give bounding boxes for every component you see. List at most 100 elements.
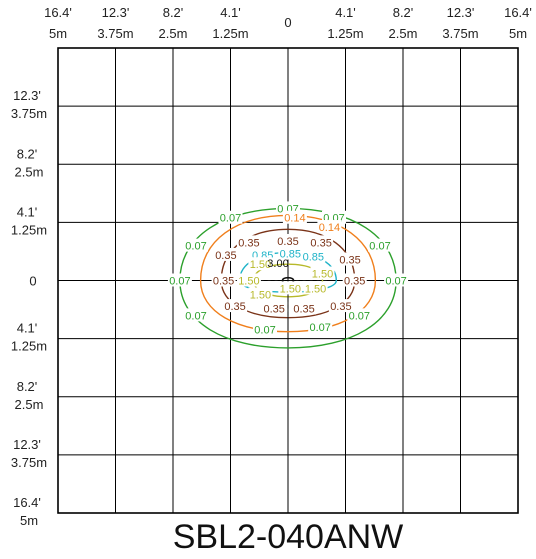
contour-label: 0.85 (280, 249, 301, 261)
contour-label-bg (278, 281, 303, 295)
contour-label: 0.35 (293, 303, 314, 315)
y-tick-label-ft: 12.3' (13, 437, 41, 452)
contour-label: 0.07 (254, 324, 275, 336)
y-tick-label-m: 0 (29, 274, 36, 289)
x-tick-labels: 16.4' 5m 12.3' 3.75m 8.2' 2.5m 4.1' 1.25m 0 4.1' 1… (44, 5, 532, 41)
contour-label: 0.35 (213, 276, 234, 288)
chart-title: SBL2-040ANW (173, 518, 404, 556)
contour-label: 0.35 (330, 301, 351, 313)
contour-label-bg (301, 249, 326, 263)
contour-label-bg (338, 252, 363, 266)
contour-label: 0.35 (224, 301, 245, 313)
contour-label-bg (211, 273, 236, 287)
contour-label-bg (308, 320, 333, 333)
contour-label-bg (184, 238, 208, 252)
contour-label-bg (248, 257, 273, 271)
contour-label: 1.50 (250, 259, 271, 271)
x-tick-label-m: 5m (509, 26, 527, 41)
contour-label: 0.35 (215, 250, 236, 262)
contour-label-bg (236, 235, 261, 249)
contour-label: 1.50 (305, 283, 326, 295)
contour-label-bg (303, 281, 328, 295)
contour-label: 0.35 (310, 237, 331, 249)
plot-frame (57, 47, 519, 514)
y-tick-label-m: 1.25m (11, 339, 47, 354)
contour-line-0-14 (199, 214, 377, 333)
contour-label-bg (184, 308, 208, 322)
contour-label: 0.07 (369, 241, 390, 253)
y-tick-label-ft: 4.1' (17, 204, 38, 219)
contour-label-bg (223, 299, 248, 313)
y-tick-label-m: 3.75m (11, 106, 47, 121)
y-tick-label-m: 5m (20, 513, 38, 528)
contour-label-bg (384, 273, 409, 287)
y-tick-label-ft: 12.3' (13, 88, 41, 103)
contour-label: 0.35 (263, 303, 284, 315)
y-tick-label-m: 2.5m (15, 397, 44, 412)
contour-label: 0.07 (385, 276, 406, 288)
contour-label: 0.07 (185, 310, 206, 322)
contour-label: 0.35 (238, 237, 259, 249)
y-tick-label-m: 2.5m (15, 164, 44, 179)
contour-label-bg (236, 273, 261, 287)
contour-label-bg (368, 238, 392, 252)
x-tick-label-m: 2.5m (389, 26, 418, 41)
center-label: 3.00 (267, 258, 288, 270)
y-tick-labels: 12.3' 3.75m 8.2' 2.5m 4.1' 1.25m 0 4.1' 1.25m 8.2… (11, 88, 47, 528)
x-tick-label-ft: 4.1' (220, 5, 241, 20)
contour-label-bg (248, 287, 273, 301)
x-tick-label-ft: 8.2' (163, 5, 184, 20)
contour-label: 0.35 (339, 255, 360, 267)
contour-label-bg (292, 301, 317, 315)
contour-label: 0.07 (220, 213, 241, 225)
contour-label: 0.35 (344, 276, 365, 288)
x-tick-label-ft: 12.3' (102, 5, 130, 20)
contour-label-bg (167, 273, 192, 287)
contour-label-bg (276, 233, 300, 247)
contour-label: 1.50 (250, 289, 271, 301)
contour-label: 0.35 (277, 236, 298, 248)
x-tick-label-ft: 8.2' (393, 5, 414, 20)
contour-label: 1.50 (312, 269, 333, 281)
contour-label: 0.85 (303, 251, 324, 263)
y-tick-label-m: 3.75m (11, 455, 47, 470)
y-tick-label-ft: 8.2' (17, 146, 38, 161)
contour-labels: 0.070.070.070.07 0.070.07 0.070.07 0.070.07… (167, 201, 409, 336)
x-tick-label-ft: 16.4' (504, 5, 532, 20)
y-tick-label-m: 1.25m (11, 222, 47, 237)
contour-label: 0.14 (284, 213, 305, 225)
x-tick-label-m: 1.25m (212, 26, 248, 41)
contour-label: 0.07 (309, 322, 330, 334)
contour-label-bg (282, 210, 307, 224)
x-tick-label-m: 3.75m (442, 26, 478, 41)
contour-label-bg (342, 273, 367, 287)
contour-label: 1.50 (280, 283, 301, 295)
contour-label-bg (347, 308, 372, 322)
contour-label: 0.07 (185, 241, 206, 253)
contour-label-bg (218, 210, 243, 224)
x-tick-label-ft: 4.1' (335, 5, 356, 20)
y-tick-label-ft: 8.2' (17, 379, 38, 394)
contour-label-bg (213, 247, 238, 261)
contour-label: 0.14 (319, 222, 340, 234)
contour-label-bg (309, 235, 334, 249)
contour-label-bg (310, 266, 335, 280)
contour-label-bg (262, 301, 287, 315)
contour-label: 0.07 (349, 310, 370, 322)
y-tick-label-ft: 4.1' (17, 321, 38, 336)
contour-label-bg (278, 246, 303, 260)
x-tick-label-m: 1.25m (327, 26, 363, 41)
y-tick-label-ft: 16.4' (13, 495, 41, 510)
contour-label-bg (317, 220, 342, 234)
x-tick-label-m: 3.75m (97, 26, 133, 41)
contour-label: 1.50 (238, 276, 259, 288)
contour-label-bg (253, 322, 277, 336)
x-tick-label-m: 0 (284, 15, 291, 30)
contour-label: 0.07 (169, 276, 190, 288)
x-tick-label-m: 2.5m (159, 26, 188, 41)
x-tick-label-m: 5m (49, 26, 67, 41)
x-tick-label-ft: 16.4' (44, 5, 72, 20)
x-tick-label-ft: 12.3' (447, 5, 475, 20)
contour-label-bg (328, 299, 353, 313)
